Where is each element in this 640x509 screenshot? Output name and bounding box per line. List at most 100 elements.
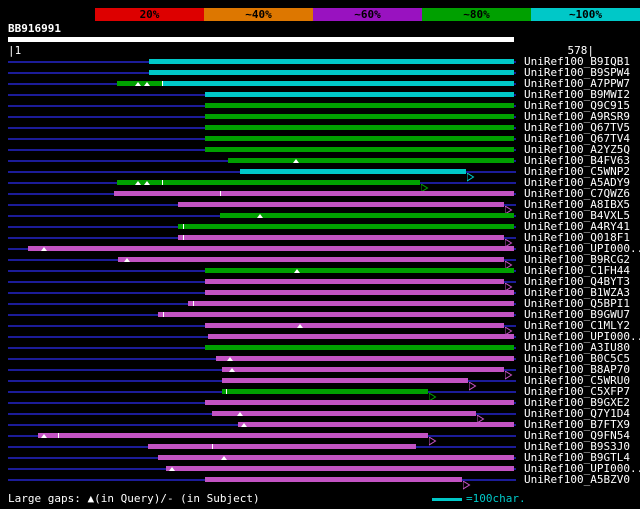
hsp-bar <box>221 378 469 383</box>
scale-segment-label: ~100% <box>568 8 603 21</box>
alignment-row[interactable]: UniRef100_A9RSR9 <box>0 111 640 122</box>
hsp-bar <box>165 466 514 471</box>
alignment-row[interactable]: UniRef100_B9GWU7 <box>0 309 640 320</box>
hit-label[interactable]: UniRef100_B9RCG2 <box>524 253 630 266</box>
hit-label[interactable]: UniRef100_A7PPW7 <box>524 77 630 90</box>
alignment-row[interactable]: UniRef100_Q4BYT3 <box>0 275 640 292</box>
hit-label[interactable]: UniRef100_B9GTL4 <box>524 451 630 464</box>
scale-unit-line-icon <box>432 498 462 501</box>
subject-extends-arrow-icon <box>428 431 437 446</box>
alignment-row[interactable]: UniRef100_C5WRU0 <box>0 374 640 391</box>
alignment-row[interactable]: UniRef100_B7FTX9 <box>0 419 640 430</box>
hit-label[interactable]: UniRef100_B9IQB1 <box>524 55 630 68</box>
alignment-row[interactable]: UniRef100_A2YZ5Q <box>0 144 640 155</box>
hsp-bar <box>215 356 514 361</box>
query-gap-triangle-icon <box>168 467 175 471</box>
alignment-row[interactable]: UniRef100_B9IQB1 <box>0 56 640 67</box>
alignment-row[interactable]: UniRef100_Q67TV5 <box>0 122 640 133</box>
hit-label[interactable]: UniRef100_B9GXE2 <box>524 396 630 409</box>
alignment-row[interactable]: UniRef100_A5BZV0 <box>0 473 640 490</box>
hit-label[interactable]: UniRef100_A4RY41 <box>524 220 630 233</box>
hit-label[interactable]: UniRef100_A9RSR9 <box>524 110 630 123</box>
alignment-row[interactable]: UniRef100_Q5BPI1 <box>0 298 640 309</box>
hit-label[interactable]: UniRef100_C5WRU0 <box>524 374 630 387</box>
alignment-row[interactable]: UniRef100_Q018F1 <box>0 231 640 248</box>
subject-extends-arrow-icon <box>462 475 471 490</box>
alignment-row[interactable]: UniRef100_A5ADY9 <box>0 176 640 193</box>
alignment-row[interactable]: UniRef100_UPI000... <box>0 243 640 254</box>
query-gap-triangle-icon <box>237 412 244 416</box>
alignment-row[interactable]: UniRef100_A3IU80 <box>0 342 640 353</box>
alignment-row[interactable]: UniRef100_B0C5C5 <box>0 353 640 364</box>
alignment-row[interactable]: UniRef100_C1MLY2 <box>0 319 640 336</box>
alignment-row[interactable]: UniRef100_Q67TV4 <box>0 133 640 144</box>
alignment-row[interactable]: UniRef100_B9GTL4 <box>0 452 640 463</box>
alignment-row[interactable]: UniRef100_B1WZA3 <box>0 287 640 298</box>
alignment-row[interactable]: UniRef100_B4FV63 <box>0 155 640 166</box>
hit-label[interactable]: UniRef100_Q7Y1D4 <box>524 407 630 420</box>
alignment-row[interactable]: UniRef100_A4RY41 <box>0 221 640 232</box>
hsp-bar <box>205 345 514 350</box>
subject-extends-arrow-icon <box>504 277 513 292</box>
hit-label[interactable]: UniRef100_B0C5C5 <box>524 352 630 365</box>
hit-label[interactable]: UniRef100_Q4BYT3 <box>524 275 630 288</box>
hit-label[interactable]: UniRef100_C7QWZ6 <box>524 187 630 200</box>
alignment-row[interactable]: UniRef100_C5WNP2 <box>0 165 640 182</box>
alignment-row[interactable]: UniRef100_B8AP70 <box>0 363 640 380</box>
hit-label[interactable]: UniRef100_A2YZ5Q <box>524 143 630 156</box>
alignment-row[interactable]: UniRef100_B9SPW4 <box>0 67 640 78</box>
alignment-row[interactable]: UniRef100_UPI000... <box>0 331 640 342</box>
hit-label[interactable]: UniRef100_B1WZA3 <box>524 286 630 299</box>
hit-label[interactable]: UniRef100_C1FH44 <box>524 264 630 277</box>
query-gap-triangle-icon <box>297 324 304 328</box>
query-bar <box>8 37 514 42</box>
hit-label[interactable]: UniRef100_UPI000... <box>524 462 640 475</box>
hit-label[interactable]: UniRef100_C5XFP7 <box>524 385 630 398</box>
hit-label[interactable]: UniRef100_C1MLY2 <box>524 319 630 332</box>
alignment-row[interactable]: UniRef100_Q9C915 <box>0 100 640 111</box>
alignment-row[interactable]: UniRef100_A8IBX5 <box>0 198 640 215</box>
subject-extends-arrow-icon <box>504 233 513 248</box>
hit-label[interactable]: UniRef100_B7FTX9 <box>524 418 630 431</box>
alignment-row[interactable]: UniRef100_C7QWZ6 <box>0 188 640 199</box>
alignment-row[interactable]: UniRef100_A7PPW7 <box>0 78 640 89</box>
hit-label[interactable]: UniRef100_B9GWU7 <box>524 308 630 321</box>
hit-label[interactable]: UniRef100_A8IBX5 <box>524 198 630 211</box>
hsp-bar <box>205 290 514 295</box>
query-gap-triangle-icon <box>240 423 247 427</box>
hsp-bar <box>207 334 514 339</box>
hit-label[interactable]: UniRef100_Q9C915 <box>524 99 630 112</box>
alignment-row[interactable]: UniRef100_B4VXL5 <box>0 210 640 221</box>
hit-label[interactable]: UniRef100_B8AP70 <box>524 363 630 376</box>
hit-label[interactable]: UniRef100_A5BZV0 <box>524 473 630 486</box>
hit-label[interactable]: UniRef100_Q67TV4 <box>524 132 630 145</box>
alignment-row[interactable]: UniRef100_Q9FN54 <box>0 429 640 446</box>
hit-label[interactable]: UniRef100_A5ADY9 <box>524 176 630 189</box>
alignment-row[interactable]: UniRef100_C5XFP7 <box>0 385 640 402</box>
hit-label[interactable]: UniRef100_C5WNP2 <box>524 165 630 178</box>
hit-label[interactable]: UniRef100_B9MWI2 <box>524 88 630 101</box>
hit-label[interactable]: UniRef100_B4FV63 <box>524 154 630 167</box>
alignment-row[interactable]: UniRef100_B9MWI2 <box>0 89 640 100</box>
hit-label[interactable]: UniRef100_Q9FN54 <box>524 429 630 442</box>
hit-label[interactable]: UniRef100_A3IU80 <box>524 341 630 354</box>
hit-label[interactable]: UniRef100_Q018F1 <box>524 231 630 244</box>
alignment-row[interactable]: UniRef100_C1FH44 <box>0 265 640 276</box>
subject-extends-arrow-icon <box>468 376 477 391</box>
hit-label[interactable]: UniRef100_Q5BPI1 <box>524 297 630 310</box>
alignment-row[interactable]: UniRef100_B9S3J0 <box>0 441 640 452</box>
hsp-bar <box>205 147 514 152</box>
hit-label[interactable]: UniRef100_B9SPW4 <box>524 66 630 79</box>
subject-extends-arrow-icon <box>504 365 513 380</box>
hit-label[interactable]: UniRef100_B9S3J0 <box>524 440 630 453</box>
hit-label[interactable]: UniRef100_Q67TV5 <box>524 121 630 134</box>
alignment-row[interactable]: UniRef100_B9GXE2 <box>0 397 640 408</box>
hit-label[interactable]: UniRef100_B4VXL5 <box>524 209 630 222</box>
query-gap-triangle-icon <box>134 181 141 185</box>
hit-label[interactable]: UniRef100_UPI000... <box>524 330 640 343</box>
hit-label[interactable]: UniRef100_UPI000... <box>524 242 640 255</box>
alignment-row[interactable]: UniRef100_Q7Y1D4 <box>0 407 640 424</box>
alignment-row[interactable]: UniRef100_B9RCG2 <box>0 253 640 270</box>
alignment-row[interactable]: UniRef100_UPI000... <box>0 463 640 474</box>
